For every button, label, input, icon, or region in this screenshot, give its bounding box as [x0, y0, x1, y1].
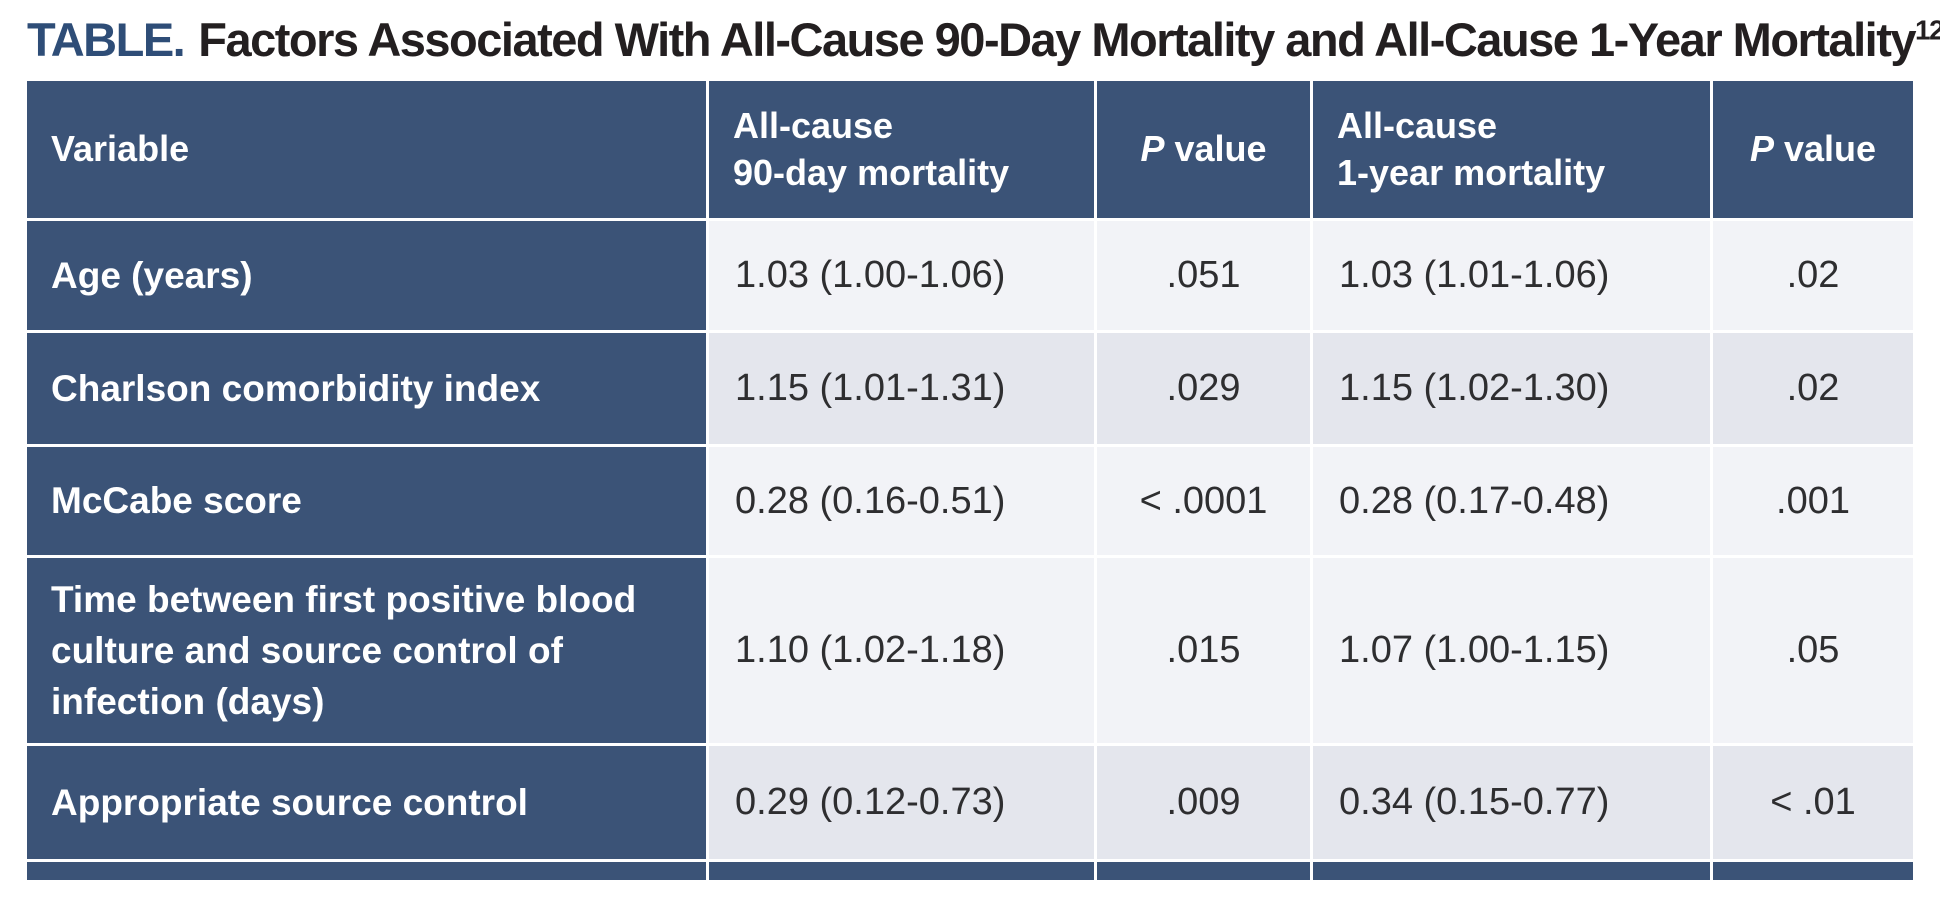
header-90day-mortality-label: All-cause 90-day mortality: [733, 105, 1010, 193]
table-title-prefix: TABLE.: [27, 13, 186, 66]
footer-bar-segment: [27, 862, 706, 880]
variable-cell: Charlson comorbidity index: [27, 333, 706, 444]
table-title-citation: 12: [1915, 14, 1940, 46]
variable-cell: Age (years): [27, 221, 706, 330]
header-pvalue-1year-label: P value: [1749, 128, 1877, 170]
mortality-1year-cell: 1.15 (1.02-1.30): [1313, 333, 1710, 444]
pvalue-1year-cell: .02: [1713, 333, 1913, 444]
mortality-1year-cell: 1.07 (1.00-1.15): [1313, 558, 1710, 743]
header-pvalue-1year: P value: [1713, 81, 1913, 218]
mortality-1year-cell: 0.28 (0.17-0.48): [1313, 447, 1710, 555]
mortality-1year-cell: 0.34 (0.15-0.77): [1313, 746, 1710, 859]
variable-cell: Appropriate source control: [27, 746, 706, 859]
pvalue-1year-cell: < .01: [1713, 746, 1913, 859]
pvalue-1year-cell: .05: [1713, 558, 1913, 743]
pvalue-90day-cell: .015: [1097, 558, 1310, 743]
mortality-90day-cell: 0.29 (0.12-0.73): [709, 746, 1094, 859]
mortality-1year-cell: 1.03 (1.01-1.06): [1313, 221, 1710, 330]
footer-bar-segment: [1713, 862, 1913, 880]
header-variable-label: Variable: [51, 128, 190, 170]
pvalue-1year-cell: .02: [1713, 221, 1913, 330]
mortality-90day-cell: 1.15 (1.01-1.31): [709, 333, 1094, 444]
header-variable: Variable: [27, 81, 706, 218]
table-title: TABLE. Factors Associated With All-Cause …: [27, 12, 1940, 67]
footer-bar-segment: [1313, 862, 1710, 880]
pvalue-90day-cell: < .0001: [1097, 447, 1310, 555]
header-1year-mortality: All-cause 1-year mortality: [1313, 81, 1710, 218]
header-1year-mortality-label: All-cause 1-year mortality: [1337, 105, 1606, 193]
variable-cell: Time between first positive blood cultur…: [27, 558, 706, 743]
footer-bar-segment: [1097, 862, 1310, 880]
header-90day-mortality: All-cause 90-day mortality: [709, 81, 1094, 218]
pvalue-90day-cell: .009: [1097, 746, 1310, 859]
table-title-text: Factors Associated With All-Cause 90-Day…: [198, 13, 1916, 66]
page: TABLE. Factors Associated With All-Cause …: [27, 12, 1940, 880]
header-pvalue-90day-label: P value: [1140, 128, 1267, 170]
pvalue-1year-cell: .001: [1713, 447, 1913, 555]
mortality-90day-cell: 0.28 (0.16-0.51): [709, 447, 1094, 555]
mortality-90day-cell: 1.10 (1.02-1.18): [709, 558, 1094, 743]
mortality-factors-table: Variable All-cause 90-day mortality P va…: [27, 81, 1913, 880]
pvalue-90day-cell: .051: [1097, 221, 1310, 330]
pvalue-90day-cell: .029: [1097, 333, 1310, 444]
header-pvalue-90day: P value: [1097, 81, 1310, 218]
variable-cell: McCabe score: [27, 447, 706, 555]
footer-bar-segment: [709, 862, 1094, 880]
mortality-90day-cell: 1.03 (1.00-1.06): [709, 221, 1094, 330]
